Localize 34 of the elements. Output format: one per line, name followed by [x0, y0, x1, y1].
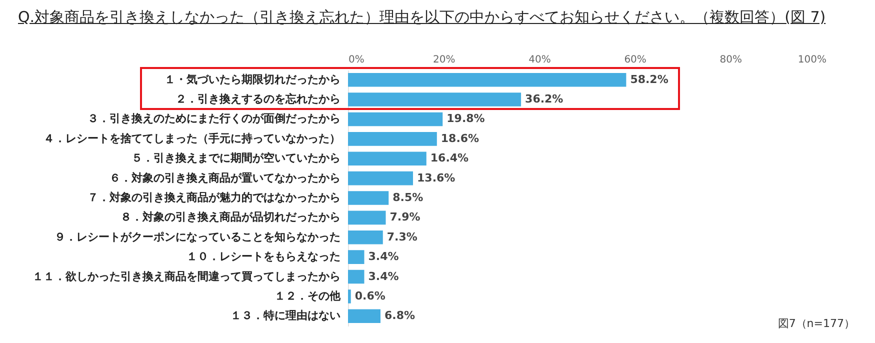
y-tick-label: ２．引き換えするのを忘れたから [176, 92, 340, 106]
y-tick-label: １０．レシートをもらえなった [186, 250, 340, 264]
data-label: 36.2% [525, 92, 564, 106]
x-tick-label: 80% [720, 54, 742, 66]
data-label: 13.6% [417, 171, 456, 184]
data-label: 3.4% [368, 250, 399, 264]
data-label: 16.4% [430, 152, 469, 165]
data-label: 7.9% [390, 210, 420, 224]
x-tick-label: 60% [624, 54, 646, 66]
y-tick-label: ８．対象の引き換え商品が品切れだったから [120, 210, 340, 224]
x-tick-label: 0% [348, 54, 364, 66]
data-label: 7.3% [386, 230, 418, 244]
y-tick-label: ９．レシートがクーポンになっていることを知らなかった [54, 230, 340, 244]
y-tick-label: １１．欲しかった引き換え商品を間違って買ってしまったから [32, 270, 340, 283]
y-tick-label: １・気づいたら期限切れだったから [164, 72, 340, 86]
y-tick-label: ５．引き換えまでに期間が空いていたから [132, 152, 340, 165]
y-tick-label: ４．レシートを捨ててしまった（手元に持っていなかった） [44, 132, 340, 145]
x-tick-label: 100% [798, 54, 826, 66]
data-label: 8.5% [392, 191, 424, 204]
data-label: 6.8% [384, 309, 416, 322]
y-tick-label: ６．対象の引き換え商品が置いてなかったから [110, 171, 340, 184]
data-label: 19.8% [446, 112, 485, 126]
chart-title: Q.対象商品を引き換えしなかった（引き換え忘れた）理由を以下の中からすべてお知らせください。（複数回答）(図 7) [18, 8, 826, 27]
y-tick-label: １３．特に理由はない [230, 309, 340, 322]
annotation: 図7（n=177） [778, 316, 855, 331]
data-label: 3.4% [368, 270, 399, 283]
data-label: 0.6% [354, 289, 386, 302]
data-label: 18.6% [440, 132, 480, 145]
x-tick-label: 20% [432, 54, 456, 66]
y-tick-label: ７．対象の引き換え商品が魅力的ではなかったから [88, 191, 340, 204]
data-label: 58.2% [630, 72, 668, 86]
y-tick-label: １２．その他 [274, 289, 342, 302]
x-tick-label: 40% [528, 54, 551, 66]
y-tick-label: ３．引き換えのためにまた行くのが面倒だったから [88, 112, 340, 126]
